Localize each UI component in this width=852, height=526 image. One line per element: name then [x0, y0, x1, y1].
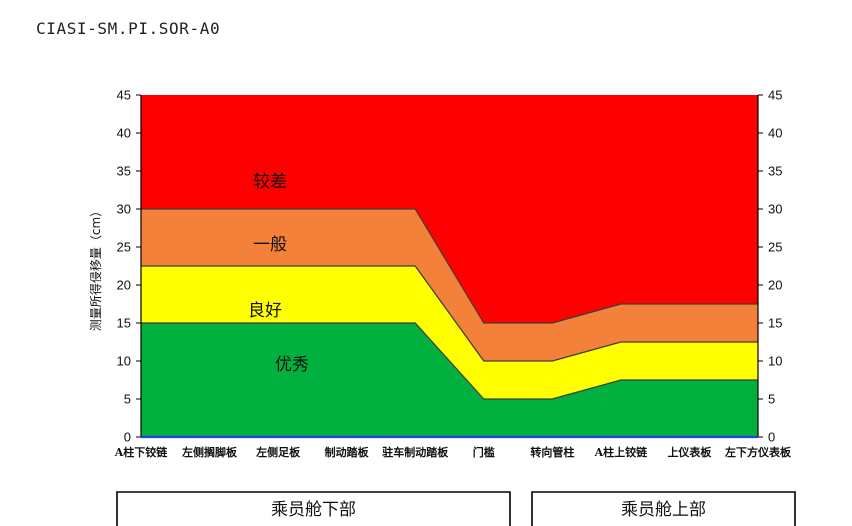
- y-tick-label-right: 15: [768, 316, 782, 331]
- chart-title: CIASI-SM.PI.SOR-A0: [36, 19, 221, 38]
- x-tick-label: 左侧搁脚板: [181, 445, 238, 459]
- y-tick-label-left: 20: [117, 278, 131, 293]
- x-tick-label: 上仪表板: [667, 445, 712, 459]
- x-tick-label: 左侧足板: [255, 445, 301, 459]
- x-tick-label: A柱下铰链: [114, 445, 169, 459]
- band-label-2: 一般: [253, 235, 287, 255]
- band-boundary-line-2: [141, 208, 758, 324]
- group-label-1: 乘员舱上部: [621, 500, 706, 520]
- band-boundary-line-1: [141, 265, 758, 362]
- y-tick-label-left: 15: [117, 316, 131, 331]
- x-tick-label: 制动踏板: [325, 445, 370, 459]
- y-tick-label-right: 10: [768, 354, 782, 369]
- y-tick-label-left: 25: [117, 240, 131, 255]
- band-label-3: 较差: [253, 172, 287, 192]
- y-tick-label-left: 40: [117, 126, 131, 141]
- x-tick-label: A柱上铰链: [594, 445, 649, 459]
- x-axis-labels: A柱下铰链 左侧搁脚板 左侧足板 制动踏板 驻车制动踏板 门槛 转向管柱 A柱上铰链 上仪表板左…: [114, 445, 792, 459]
- y-tick-label-right: 5: [768, 392, 775, 407]
- y-axis-right: 0 5 10 15 20 25 30 35 40 45: [758, 88, 782, 445]
- band-boundaries: [141, 208, 758, 400]
- group-bracket-0: [116, 491, 511, 526]
- region-groups: 乘员舱下部 乘员舱上部: [116, 491, 796, 526]
- group-label-0: 乘员舱下部: [271, 500, 356, 520]
- y-tick-label-right: 20: [768, 278, 782, 293]
- y-tick-label-right: 35: [768, 164, 782, 179]
- y-tick-label-right: 40: [768, 126, 782, 141]
- x-tick-label: 驻车制动踏板: [382, 445, 449, 459]
- y-tick-label-right: 25: [768, 240, 782, 255]
- group-bracket-1: [531, 491, 796, 526]
- y-tick-label-right: 0: [768, 430, 775, 445]
- x-tick-label: 门槛: [473, 445, 495, 459]
- y-tick-label-left: 45: [117, 88, 131, 103]
- y-tick-label-right: 30: [768, 202, 782, 217]
- y-tick-label-left: 30: [117, 202, 131, 217]
- band-boundary-line-0: [141, 322, 758, 400]
- x-tick-label: 转向管柱: [530, 445, 574, 459]
- y-axis-label: 测量所得侵移量（cm）: [88, 205, 103, 331]
- y-tick-label-left: 10: [117, 354, 131, 369]
- y-tick-label-left: 0: [124, 430, 131, 445]
- band-area-0: [141, 323, 758, 437]
- x-tick-label: 左下方仪表板: [724, 445, 792, 459]
- y-tick-label-left: 35: [117, 164, 131, 179]
- band-label-0: 优秀: [275, 355, 309, 375]
- y-tick-label-right: 45: [768, 88, 782, 103]
- band-labels: 优秀 良好 一般 较差: [248, 172, 309, 375]
- y-axis-left: 0 5 10 15 20 25 30 35 40 45: [117, 88, 141, 445]
- band-label-1: 良好: [248, 301, 282, 321]
- axes: [140, 95, 759, 439]
- y-tick-label-left: 5: [124, 392, 131, 407]
